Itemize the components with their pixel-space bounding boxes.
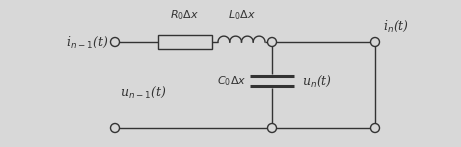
Text: u$_n$(t): u$_n$(t) [302,73,332,89]
Bar [158,35,212,49]
Text: $R_0\Delta x$: $R_0\Delta x$ [171,8,200,22]
Circle shape [267,37,277,46]
Text: i$_n$(t): i$_n$(t) [383,19,409,34]
Circle shape [111,37,119,46]
Text: $C_0\Delta x$: $C_0\Delta x$ [217,74,246,88]
Circle shape [371,37,379,46]
Circle shape [371,123,379,132]
Text: u$_{n-1}$(t): u$_{n-1}$(t) [120,84,166,100]
Text: $L_0\Delta x$: $L_0\Delta x$ [228,8,255,22]
Circle shape [267,123,277,132]
Circle shape [111,123,119,132]
Text: i$_{n-1}$(t): i$_{n-1}$(t) [66,34,109,50]
